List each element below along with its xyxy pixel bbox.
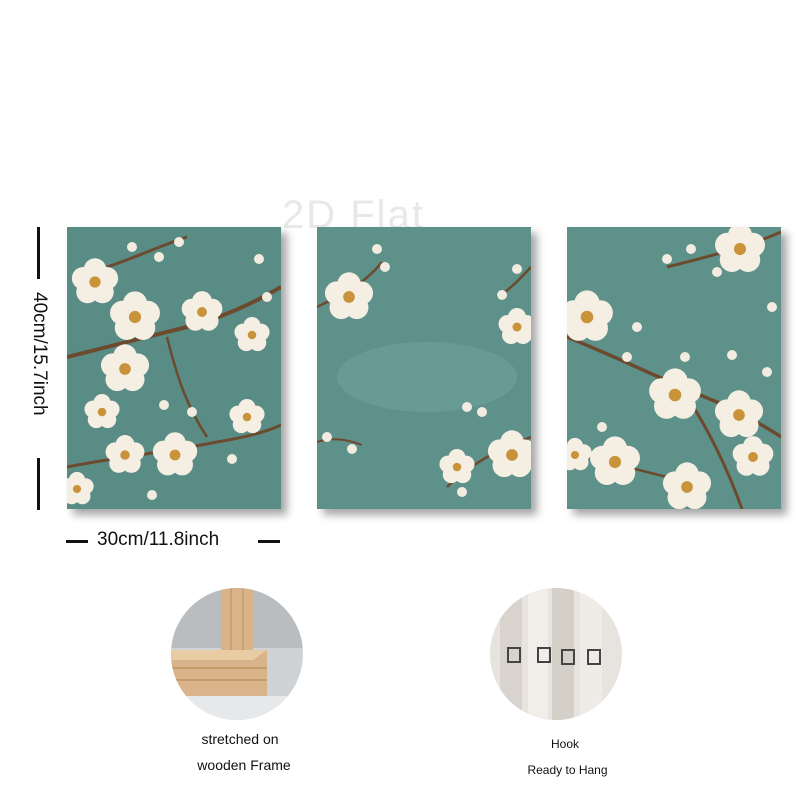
blossom-painting-left <box>67 227 281 509</box>
hook-caption-line1: Hook <box>550 737 579 751</box>
hook-image <box>490 588 622 720</box>
height-dimension-label: 40cm/15.7inch <box>29 292 50 416</box>
width-dimension-line-left <box>66 540 88 543</box>
wooden-frame-caption-line1: stretched on <box>201 731 279 747</box>
canvas-panel-right <box>567 227 781 509</box>
wooden-frame-photo <box>171 588 303 720</box>
height-dimension-line-top <box>37 227 40 279</box>
hook-caption-line2: Ready to Hang <box>527 763 608 777</box>
blossom-painting-right <box>567 227 781 509</box>
hook-photo <box>490 588 622 720</box>
wooden-frame-image <box>171 588 303 720</box>
wooden-frame-caption-line2: wooden Frame <box>197 757 291 773</box>
canvas-panel-middle <box>317 227 531 509</box>
width-dimension-label: 30cm/11.8inch <box>97 529 220 550</box>
canvas-panel-left <box>67 227 281 509</box>
blossom-painting-middle <box>317 227 531 509</box>
width-dimension-line-right <box>258 540 280 543</box>
height-dimension-line-bottom <box>37 458 40 510</box>
